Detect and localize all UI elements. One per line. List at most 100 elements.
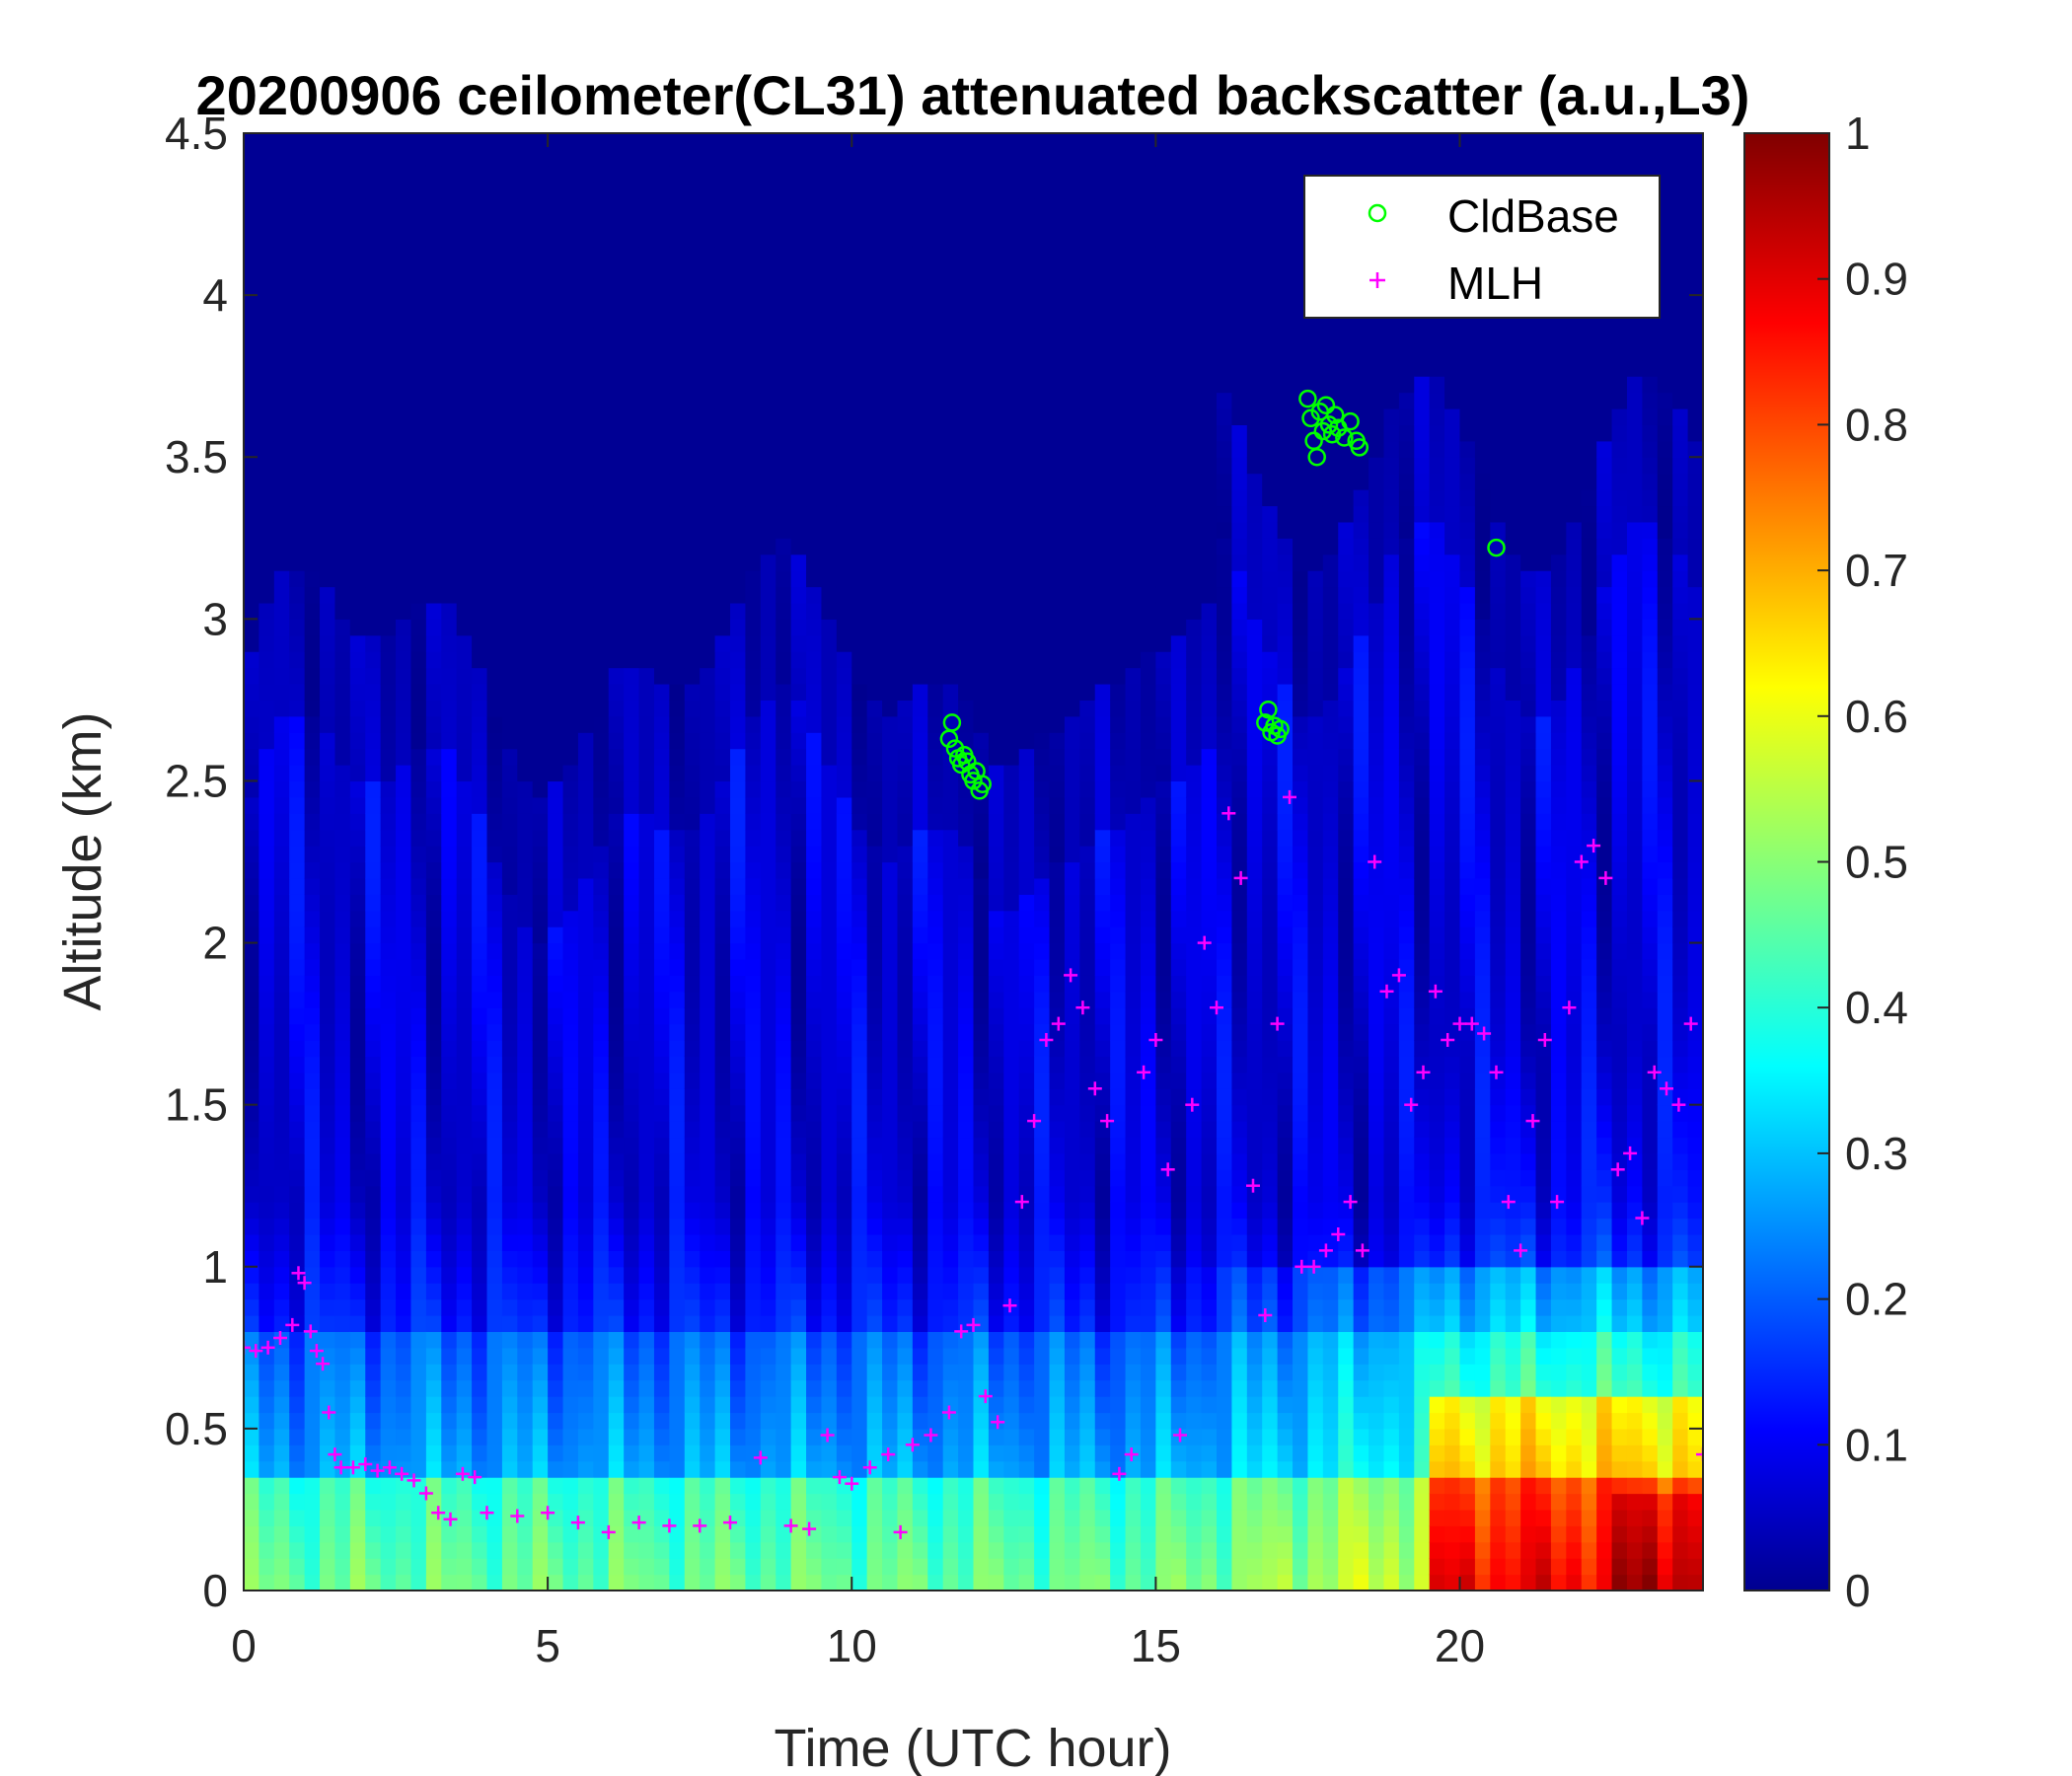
heatmap-cell xyxy=(714,829,731,847)
heatmap-cell xyxy=(882,1298,899,1316)
heatmap-cell xyxy=(942,975,959,993)
heatmap-cell xyxy=(912,765,928,782)
heatmap-cell xyxy=(441,683,458,701)
heatmap-cell xyxy=(441,1104,458,1122)
heatmap-cell xyxy=(486,829,503,847)
heatmap-cell xyxy=(897,846,914,863)
heatmap-cell xyxy=(942,651,959,669)
heatmap-cell xyxy=(334,1428,351,1445)
heatmap-cell xyxy=(942,700,959,717)
heatmap-cell xyxy=(912,1428,928,1445)
heatmap-cell xyxy=(410,165,427,183)
heatmap-cell xyxy=(349,165,366,183)
heatmap-cell xyxy=(562,489,579,507)
heatmap-cell xyxy=(410,214,427,232)
heatmap-cell xyxy=(349,538,366,555)
heatmap-cell xyxy=(273,958,290,976)
heatmap-cell xyxy=(577,1315,594,1333)
heatmap-cell xyxy=(441,813,458,831)
heatmap-cell xyxy=(653,246,670,263)
heatmap-cell xyxy=(577,1364,594,1381)
heatmap-cell xyxy=(821,457,838,475)
heatmap-cell xyxy=(365,1428,382,1445)
heatmap-cell xyxy=(942,1558,959,1576)
heatmap-cell xyxy=(638,230,655,248)
heatmap-cell xyxy=(653,1007,670,1025)
heatmap-cell xyxy=(380,359,397,377)
heatmap-cell xyxy=(866,861,883,879)
heatmap-cell xyxy=(851,1007,868,1025)
heatmap-cell xyxy=(790,748,807,766)
heatmap-cell xyxy=(730,1218,747,1235)
heatmap-cell xyxy=(973,732,990,750)
heatmap-cell xyxy=(730,1056,747,1073)
heatmap-cell xyxy=(1064,295,1080,313)
heatmap-cell xyxy=(396,1412,412,1430)
heatmap-cell xyxy=(334,748,351,766)
heatmap-cell xyxy=(1034,1056,1051,1073)
heatmap-cell xyxy=(532,1023,549,1041)
heatmap-cell xyxy=(1003,278,1020,296)
heatmap-cell xyxy=(410,1331,427,1349)
heatmap-cell xyxy=(760,278,777,296)
heatmap-cell xyxy=(1049,1541,1066,1559)
heatmap-cell xyxy=(425,1202,442,1220)
heatmap-cell xyxy=(1049,1574,1066,1591)
heatmap-cell xyxy=(1079,1266,1096,1284)
heatmap-cell xyxy=(380,1040,397,1058)
heatmap-cell xyxy=(1079,975,1096,993)
heatmap-cell xyxy=(988,829,1004,847)
heatmap-cell xyxy=(472,748,488,766)
heatmap-cell xyxy=(638,457,655,475)
heatmap-cell xyxy=(882,861,899,879)
heatmap-cell xyxy=(700,910,716,927)
heatmap-cell xyxy=(1079,942,1096,960)
heatmap-cell xyxy=(700,1315,716,1333)
heatmap-cell xyxy=(486,1137,503,1154)
heatmap-cell xyxy=(441,489,458,507)
heatmap-cell xyxy=(1003,295,1020,313)
heatmap-cell xyxy=(501,1266,518,1284)
heatmap-cell xyxy=(365,1266,382,1284)
heatmap-cell xyxy=(304,197,321,215)
heatmap-cell xyxy=(806,748,823,766)
heatmap-cell xyxy=(396,1347,412,1365)
heatmap-cell xyxy=(669,991,686,1008)
heatmap-cell xyxy=(760,407,777,425)
heatmap-cell xyxy=(638,197,655,215)
heatmap-cell xyxy=(259,1541,275,1559)
heatmap-cell xyxy=(244,813,260,831)
heatmap-cell xyxy=(548,748,564,766)
heatmap-cell xyxy=(653,1023,670,1041)
heatmap-cell xyxy=(486,861,503,879)
heatmap-cell xyxy=(776,149,792,167)
heatmap-cell xyxy=(942,407,959,425)
heatmap-cell xyxy=(624,1218,640,1235)
heatmap-cell xyxy=(456,1169,473,1187)
heatmap-cell xyxy=(396,311,412,329)
heatmap-cell xyxy=(273,165,290,183)
heatmap-cell xyxy=(501,473,518,490)
heatmap-cell xyxy=(593,1331,610,1349)
heatmap-cell xyxy=(365,1477,382,1495)
heatmap-cell xyxy=(244,1525,260,1543)
heatmap-cell xyxy=(396,1298,412,1316)
heatmap-cell xyxy=(653,230,670,248)
heatmap-cell xyxy=(410,440,427,458)
heatmap-cell xyxy=(942,376,959,394)
heatmap-cell xyxy=(608,521,625,539)
heatmap-cell xyxy=(593,651,610,669)
heatmap-cell xyxy=(1064,861,1080,879)
heatmap-cell xyxy=(653,440,670,458)
heatmap-cell xyxy=(410,1121,427,1139)
heatmap-cell xyxy=(349,311,366,329)
heatmap-cell xyxy=(334,1298,351,1316)
heatmap-cell xyxy=(1003,376,1020,394)
heatmap-cell xyxy=(562,554,579,571)
heatmap-cell xyxy=(882,197,899,215)
heatmap-cell xyxy=(486,634,503,652)
heatmap-cell xyxy=(289,1444,306,1462)
heatmap-cell xyxy=(456,1493,473,1511)
heatmap-cell xyxy=(958,538,975,555)
heatmap-cell xyxy=(334,343,351,361)
